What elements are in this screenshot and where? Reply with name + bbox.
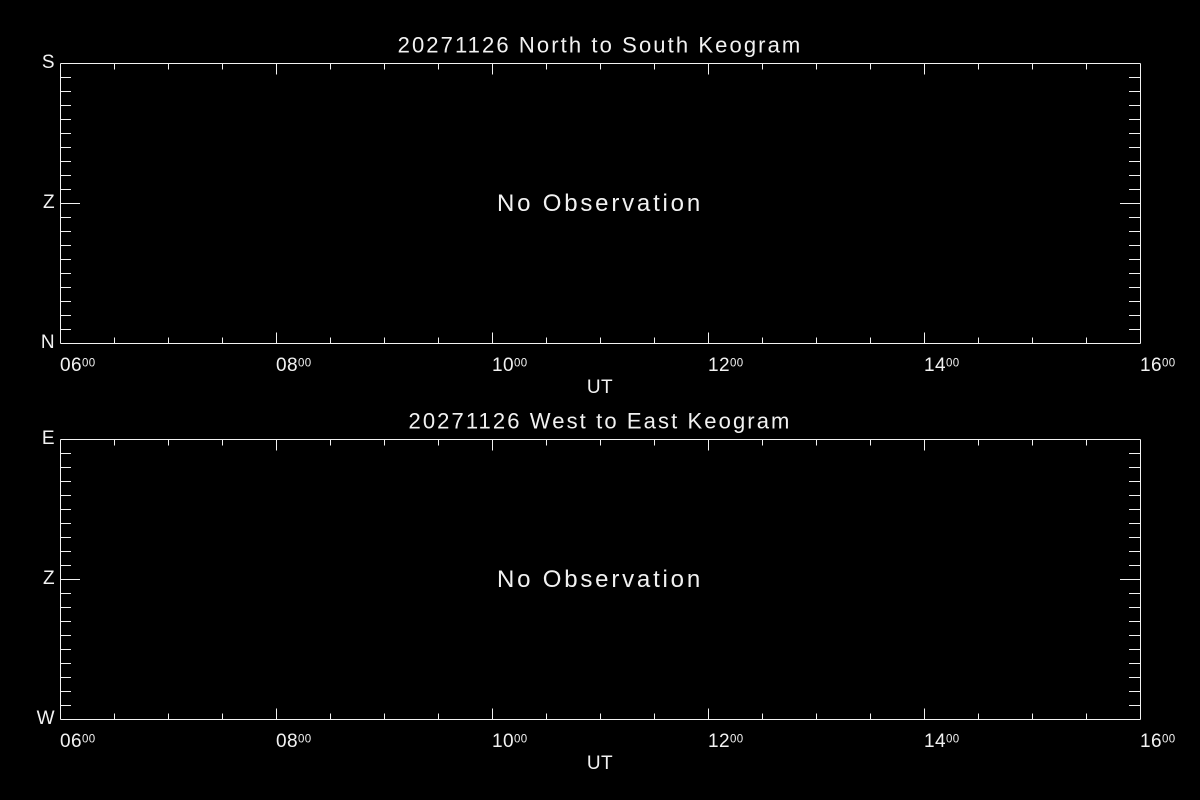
svg-text:20271126 North to South Keogra: 20271126 North to South Keogram	[398, 33, 803, 58]
svg-text:No Observation: No Observation	[497, 566, 703, 593]
svg-text:W: W	[37, 708, 55, 729]
svg-text:20271126 West to East Keogram: 20271126 West to East Keogram	[409, 409, 792, 434]
svg-text:E: E	[42, 428, 55, 449]
svg-text:Z: Z	[43, 192, 55, 213]
svg-text:N: N	[41, 332, 55, 353]
svg-text:S: S	[42, 52, 55, 73]
svg-text:UT: UT	[587, 753, 613, 774]
svg-text:Z: Z	[43, 568, 55, 589]
svg-text:UT: UT	[587, 377, 613, 398]
svg-text:No Observation: No Observation	[497, 190, 703, 217]
